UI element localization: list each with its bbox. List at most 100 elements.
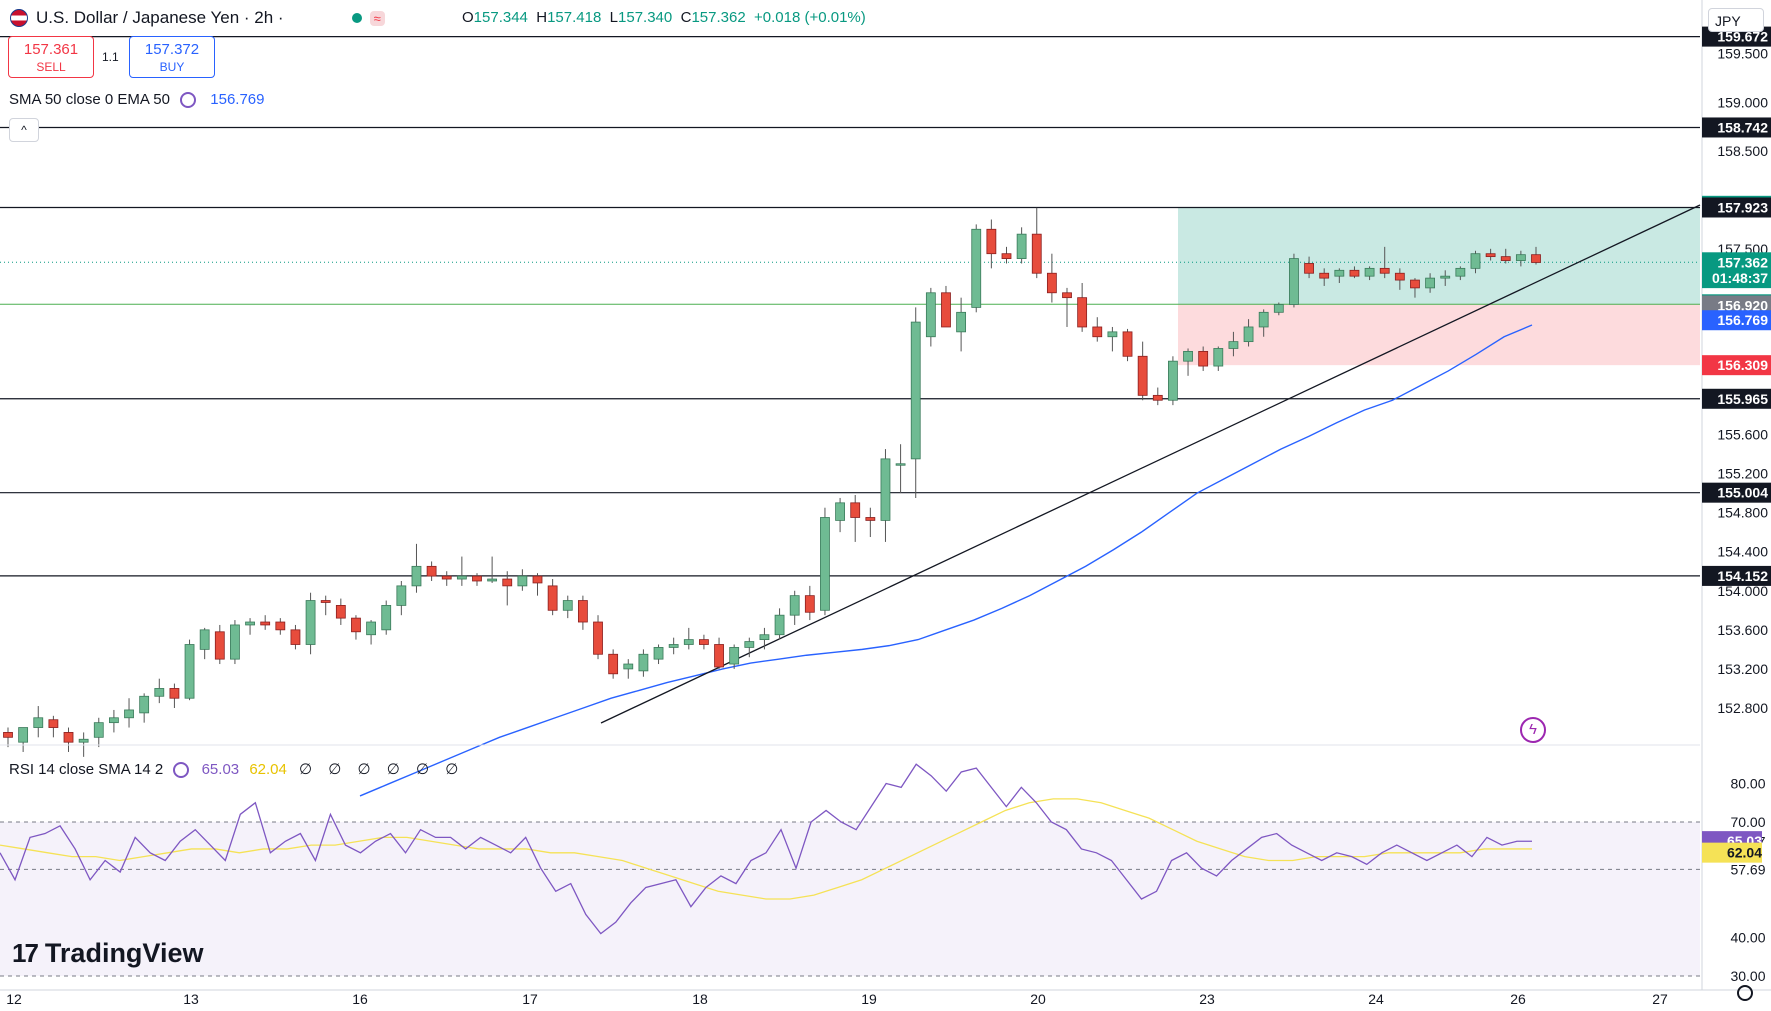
candle-body <box>880 458 891 521</box>
time-tick-label: 16 <box>352 991 368 1007</box>
candle-body <box>774 614 785 636</box>
candle-body <box>835 502 845 521</box>
rsi-value-text: 62.04 <box>1727 845 1762 861</box>
time-tick-label: 26 <box>1510 991 1526 1007</box>
symbol-title: U.S. Dollar / Japanese Yen · 2h · <box>36 8 284 27</box>
price-label-text: 156.769 <box>1717 312 1768 328</box>
candle-body <box>1183 350 1193 362</box>
rsi-tick-label: 80.00 <box>1730 776 1765 792</box>
candle-body <box>593 621 603 655</box>
rsi-label: RSI 14 close SMA 14 2 <box>9 761 164 778</box>
rsi-band <box>0 822 1700 976</box>
price-tick-label: 152.800 <box>1717 700 1768 716</box>
candle-body <box>699 639 709 645</box>
candle-body <box>1031 233 1042 274</box>
price-label-box <box>1702 268 1771 289</box>
candle-body <box>472 575 482 582</box>
stop-loss-zone <box>1178 304 1700 366</box>
candle-body <box>1364 267 1375 277</box>
sell-label: SELL <box>36 60 66 74</box>
price-label-text: 155.965 <box>1717 391 1768 407</box>
refresh-icon[interactable] <box>173 762 190 779</box>
price-tick-label: 159.500 <box>1717 45 1768 61</box>
settings-icon[interactable] <box>1737 985 1753 1001</box>
ohlc-open: 157.344 <box>473 9 528 26</box>
market-open-icon <box>351 13 362 23</box>
sma-ema-legend[interactable]: SMA 50 close 0 EMA 50 156.769 <box>9 91 265 109</box>
candle-body <box>547 585 558 611</box>
rsi-value-box <box>1702 842 1762 863</box>
spread-value: 1.1 <box>102 50 119 64</box>
candle-body <box>1515 254 1526 261</box>
candle-body <box>320 600 331 603</box>
candle-body <box>1289 258 1299 305</box>
ema-50-line <box>359 324 1533 797</box>
rsi-legend[interactable]: RSI 14 close SMA 14 2 65.03 62.04 ∅ ∅ ∅ … <box>9 760 465 779</box>
candle-body <box>3 732 13 738</box>
price-label-text: 157.362 <box>1717 254 1768 270</box>
chart-title[interactable]: U.S. Dollar / Japanese Yen · 2h · ≈ <box>10 8 385 28</box>
collapse-legend-button[interactable]: ^ <box>9 118 39 142</box>
candle-body <box>820 517 830 611</box>
candle-body <box>925 292 936 338</box>
time-tick-label: 13 <box>183 991 199 1007</box>
price-tick-label: 154.000 <box>1717 583 1768 599</box>
price-label-text: 158.742 <box>1717 119 1768 135</box>
price-label-box <box>1702 310 1771 331</box>
price-tick-label: 153.200 <box>1717 661 1768 677</box>
candle-body <box>411 565 422 587</box>
currency-select[interactable]: JPY <box>1708 8 1764 32</box>
candle-body <box>1440 275 1451 279</box>
candle-body <box>1243 326 1254 343</box>
candle-body <box>532 575 543 584</box>
candle-body <box>638 653 649 672</box>
buy-button[interactable]: 157.372 BUY <box>129 36 215 78</box>
candle-body <box>93 722 104 738</box>
candle-body <box>456 575 467 580</box>
candle-body <box>63 732 74 743</box>
data-status-icon: ≈ <box>369 10 385 26</box>
price-label-box <box>1702 117 1771 138</box>
us-flag-icon <box>10 9 28 27</box>
price-tick-label: 154.400 <box>1717 544 1768 560</box>
buy-price: 157.372 <box>144 41 200 58</box>
candle-body <box>850 502 861 518</box>
candle-body <box>396 585 407 606</box>
candle-body <box>426 565 437 577</box>
lightning-icon[interactable]: ϟ <box>1520 717 1546 743</box>
price-label-box <box>1702 252 1771 273</box>
price-label-text: 154.152 <box>1717 568 1768 584</box>
time-tick-label: 19 <box>861 991 877 1007</box>
candle-body <box>1107 331 1118 338</box>
candle-body <box>1531 254 1541 263</box>
candle-body <box>1198 350 1209 367</box>
candle-body <box>184 644 195 699</box>
ohlc-readout: O157.344 H157.418 L157.340 C157.362 +0.0… <box>462 9 866 26</box>
sell-button[interactable]: 157.361 SELL <box>8 36 94 78</box>
candle-body <box>986 228 997 255</box>
candle-body <box>1213 348 1224 367</box>
candle-body <box>381 605 392 631</box>
rsi-empty-values: ∅ ∅ ∅ ∅ ∅ ∅ <box>299 761 465 778</box>
candle-body <box>214 631 225 660</box>
candle-body <box>502 578 513 587</box>
candle-body <box>1016 233 1027 259</box>
candle-body <box>1500 256 1511 261</box>
candle-body <box>1304 263 1314 274</box>
ohlc-high: 157.418 <box>547 9 602 26</box>
candle-body <box>305 600 316 645</box>
candle-body <box>1485 253 1496 258</box>
price-label-text: 156.920 <box>1717 297 1768 313</box>
buy-label: BUY <box>159 60 185 74</box>
price-label-box <box>1702 565 1771 586</box>
candle-body <box>562 600 573 611</box>
candle-body <box>1152 394 1163 401</box>
sell-price: 157.361 <box>23 41 79 58</box>
refresh-icon[interactable] <box>180 92 197 109</box>
candle-body <box>1334 269 1345 277</box>
candle-body <box>487 578 498 582</box>
candle-body <box>1137 355 1148 396</box>
candle-body <box>275 621 286 631</box>
candle-body <box>971 228 982 308</box>
